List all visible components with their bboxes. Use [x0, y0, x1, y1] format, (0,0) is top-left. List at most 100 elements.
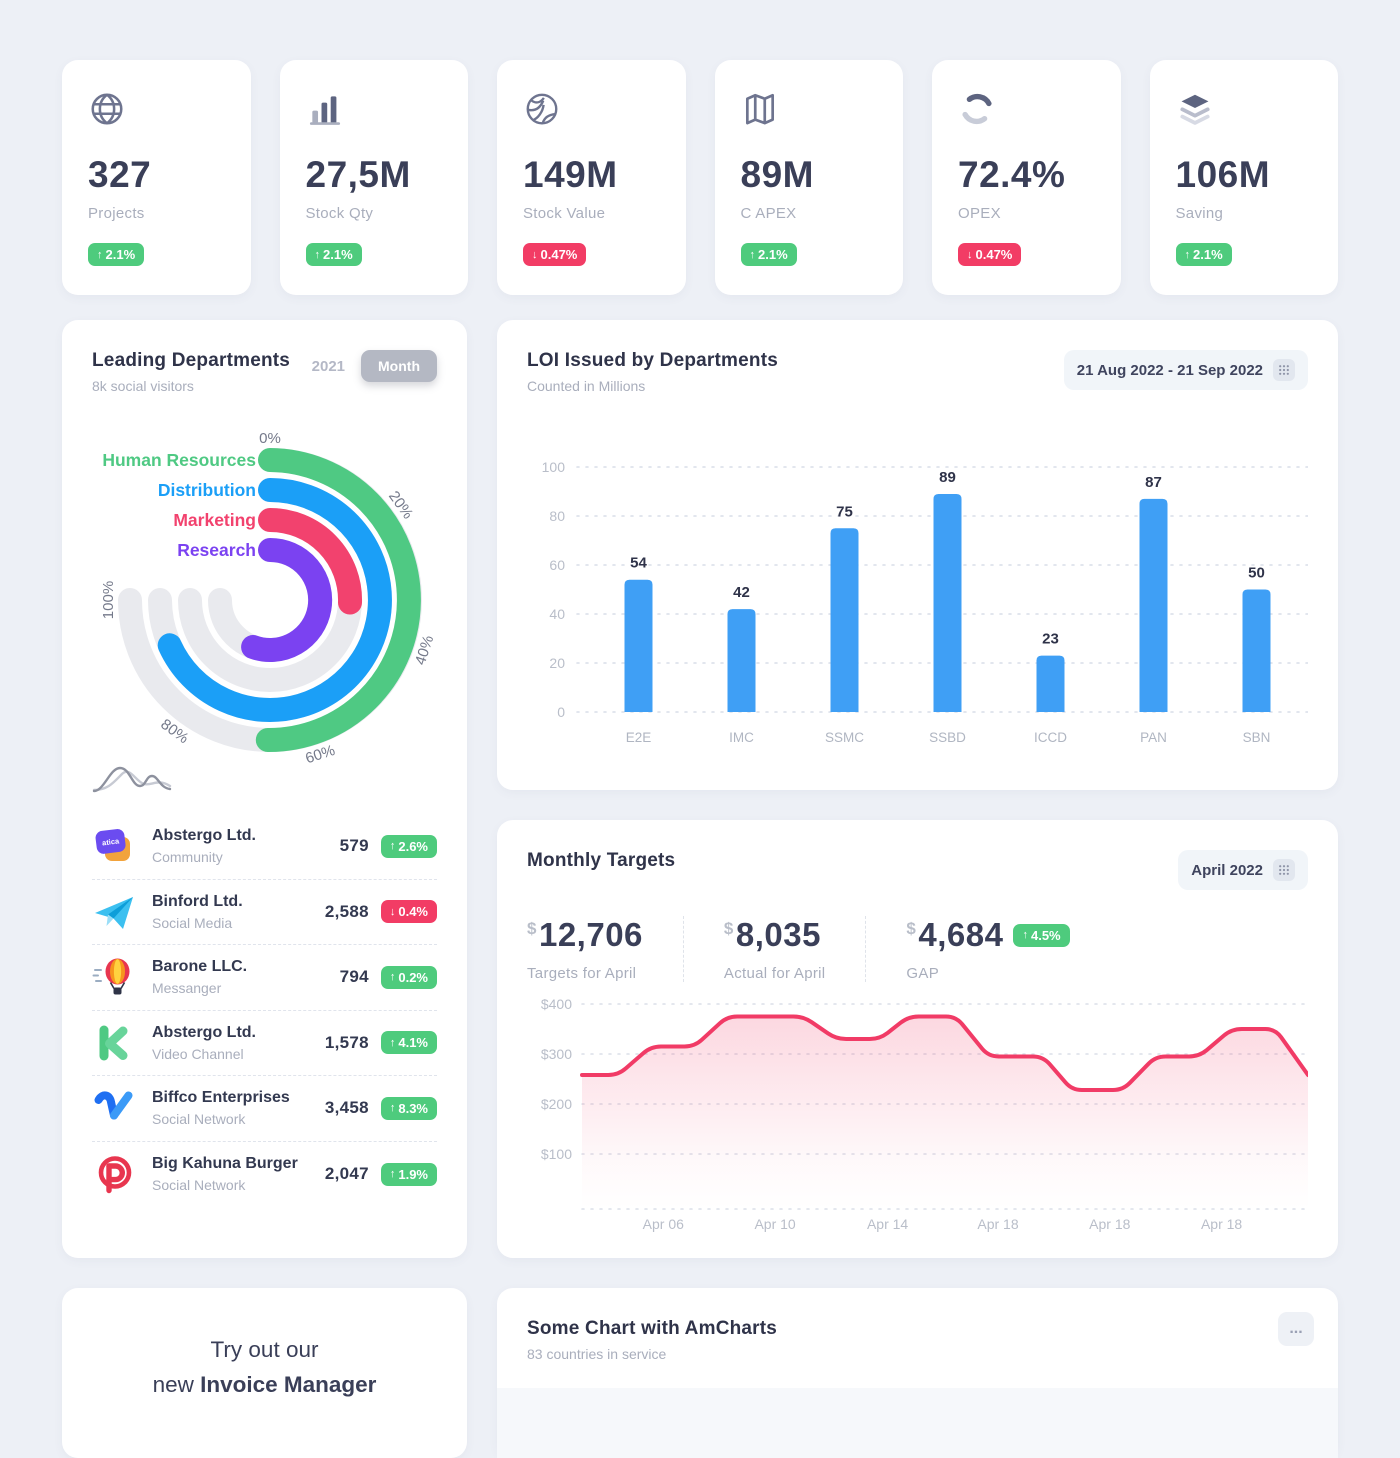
promo-highlight: Invoice Manager: [200, 1372, 377, 1397]
svg-text:ICCD: ICCD: [1034, 730, 1067, 745]
stat-change-badge: ↓ 0.47%: [958, 243, 1022, 266]
amcharts-plot-area: [497, 1388, 1338, 1458]
department-list-item[interactable]: Abstergo Ltd. Video Channel 1,578 ↑ 4.1%: [92, 1011, 437, 1076]
stat-change-value: 0.47%: [540, 247, 578, 262]
svg-text:Research: Research: [177, 540, 256, 560]
company-change-value: 8.3%: [398, 1100, 428, 1116]
trend-arrow-icon: ↑: [389, 971, 396, 984]
trend-arrow-icon: ↑: [97, 248, 103, 261]
svg-text:$100: $100: [541, 1146, 572, 1162]
promo-line1: Try out our: [210, 1337, 319, 1362]
year-label: 2021: [311, 357, 346, 375]
promo-line2: new Invoice Manager: [152, 1372, 377, 1397]
company-value: 2,047: [324, 1164, 369, 1184]
company-change-badge: ↓ 0.4%: [380, 900, 437, 924]
company-value: 794: [339, 967, 369, 987]
svg-text:0: 0: [557, 704, 565, 720]
svg-text:atica: atica: [102, 837, 121, 848]
monthly-targets-stats: $12,706 Targets for April $8,035 Actual …: [527, 916, 1308, 982]
company-category: Social Media: [152, 914, 233, 931]
month-period-button[interactable]: Month: [361, 350, 437, 382]
department-list-item[interactable]: Big Kahuna Burger Social Network 2,047 ↑…: [92, 1142, 437, 1208]
leading-departments-subtitle: 8k social visitors: [92, 378, 194, 394]
company-change-value: 1.9%: [398, 1166, 428, 1182]
svg-text:E2E: E2E: [626, 730, 652, 745]
leading-departments-card: Leading Departments 8k social visitors 2…: [62, 320, 467, 1258]
stat-change-value: 0.47%: [975, 247, 1013, 262]
gap-change-badge: ↑ 4.5%: [1013, 923, 1070, 947]
bar-chart-icon: [306, 90, 346, 130]
company-name: Biffco Enterprises: [152, 1089, 290, 1107]
stat-change-value: 2.1%: [758, 247, 788, 262]
company-name: Abstergo Ltd.: [152, 1023, 256, 1041]
svg-text:Human Resources: Human Resources: [102, 450, 256, 470]
globe-icon: [88, 90, 128, 130]
loi-subtitle: Counted in Millions: [527, 378, 646, 394]
stat-value: 149M: [523, 154, 618, 195]
currency-symbol: $: [723, 919, 734, 938]
stat-value: 327: [88, 154, 152, 195]
layers-icon: [1176, 90, 1216, 130]
company-category: Social Network: [152, 1177, 246, 1194]
stat-change-badge: ↑ 2.1%: [1175, 243, 1232, 266]
stat-change-value: 2.1%: [323, 247, 353, 262]
k-logo-icon: [92, 1021, 136, 1065]
department-list-item[interactable]: Barone LLC. Messanger 794 ↑ 0.2%: [92, 945, 437, 1011]
radial-departments-chart: 0% 20% 40% 60% 80% 100% Human Resources Distrib…: [62, 430, 467, 910]
bar-chart-svg: 0 20 40 60 80 100 54 E2E 42 IMC 75 SSMC 89 SSBD 23 ICCD…: [542, 459, 1309, 745]
trend-arrow-icon: ↑: [389, 1036, 396, 1049]
department-list-item[interactable]: atica Abstergo Ltd. Community 579 ↑ 2.6%: [92, 814, 437, 880]
company-value: 1,578: [324, 1032, 369, 1052]
company-category: Community: [152, 849, 223, 866]
svg-text:75: 75: [836, 503, 853, 520]
svg-text:Apr 18: Apr 18: [1201, 1216, 1242, 1232]
svg-text:Apr 18: Apr 18: [977, 1216, 1018, 1232]
gap-label: GAP: [906, 965, 939, 982]
svg-text:87: 87: [1145, 474, 1162, 491]
department-list-item[interactable]: Biffco Enterprises Social Network 3,458 …: [92, 1076, 437, 1142]
stat-label: C APEX: [740, 205, 797, 222]
trend-arrow-icon: ↑: [389, 1168, 396, 1181]
company-value: 3,458: [324, 1098, 369, 1118]
trend-arrow-icon: ↑: [389, 1102, 396, 1115]
stat-change-badge: ↑ 2.1%: [305, 243, 362, 266]
stat-card: 89M C APEX ↑ 2.1%: [714, 60, 903, 295]
balloon-icon: [92, 955, 136, 999]
stat-actual: $8,035 Actual for April: [682, 916, 866, 982]
more-options-button[interactable]: ...: [1278, 1312, 1314, 1346]
month-picker-value: April 2022: [1191, 861, 1263, 879]
svg-text:100%: 100%: [100, 581, 117, 619]
stat-change-badge: ↑ 2.1%: [88, 243, 145, 266]
company-change-badge: ↑ 0.2%: [380, 965, 437, 989]
calendar-grid-icon: [1273, 359, 1295, 381]
v-logo-icon: [92, 1086, 136, 1130]
date-range-picker[interactable]: 21 Aug 2022 - 21 Sep 2022: [1063, 350, 1308, 390]
svg-text:0%: 0%: [259, 430, 281, 447]
svg-text:SSMC: SSMC: [825, 730, 864, 745]
stat-card: 27,5M Stock Qty ↑ 2.1%: [279, 60, 468, 295]
company-name: Abstergo Ltd.: [152, 827, 256, 845]
company-change-badge: ↑ 8.3%: [380, 1096, 437, 1120]
svg-text:100: 100: [542, 459, 566, 475]
svg-text:23: 23: [1042, 631, 1059, 648]
amcharts-title: Some Chart with AmCharts: [527, 1318, 778, 1339]
invoice-manager-promo-card[interactable]: Try out our new Invoice Manager: [62, 1288, 467, 1458]
area-chart-svg: $400 $300 $200 $100 Apr 06 Apr 10 Apr 14 Apr 18…: [541, 996, 1310, 1232]
svg-text:SSBD: SSBD: [929, 730, 966, 745]
svg-text:Distribution: Distribution: [158, 480, 256, 500]
trend-arrow-icon: ↑: [314, 248, 321, 261]
department-list-item[interactable]: Binford Ltd. Social Media 2,588 ↓ 0.4%: [92, 880, 437, 945]
trend-arrow-icon: ↓: [532, 248, 538, 261]
svg-text:60: 60: [549, 557, 565, 573]
svg-text:42: 42: [733, 584, 750, 601]
trend-arrow-icon: ↑: [749, 248, 756, 261]
company-change-badge: ↑ 2.6%: [380, 834, 437, 858]
month-picker[interactable]: April 2022: [1178, 850, 1308, 890]
trend-arrow-icon: ↑: [389, 840, 396, 853]
company-value: 2,588: [324, 901, 369, 921]
stat-change-value: 2.1%: [1193, 247, 1223, 262]
stat-card: 327 Projects ↑ 2.1%: [62, 60, 251, 295]
company-change-badge: ↑ 1.9%: [380, 1162, 437, 1186]
sync-icon: [958, 90, 998, 130]
company-category: Messanger: [152, 980, 222, 997]
